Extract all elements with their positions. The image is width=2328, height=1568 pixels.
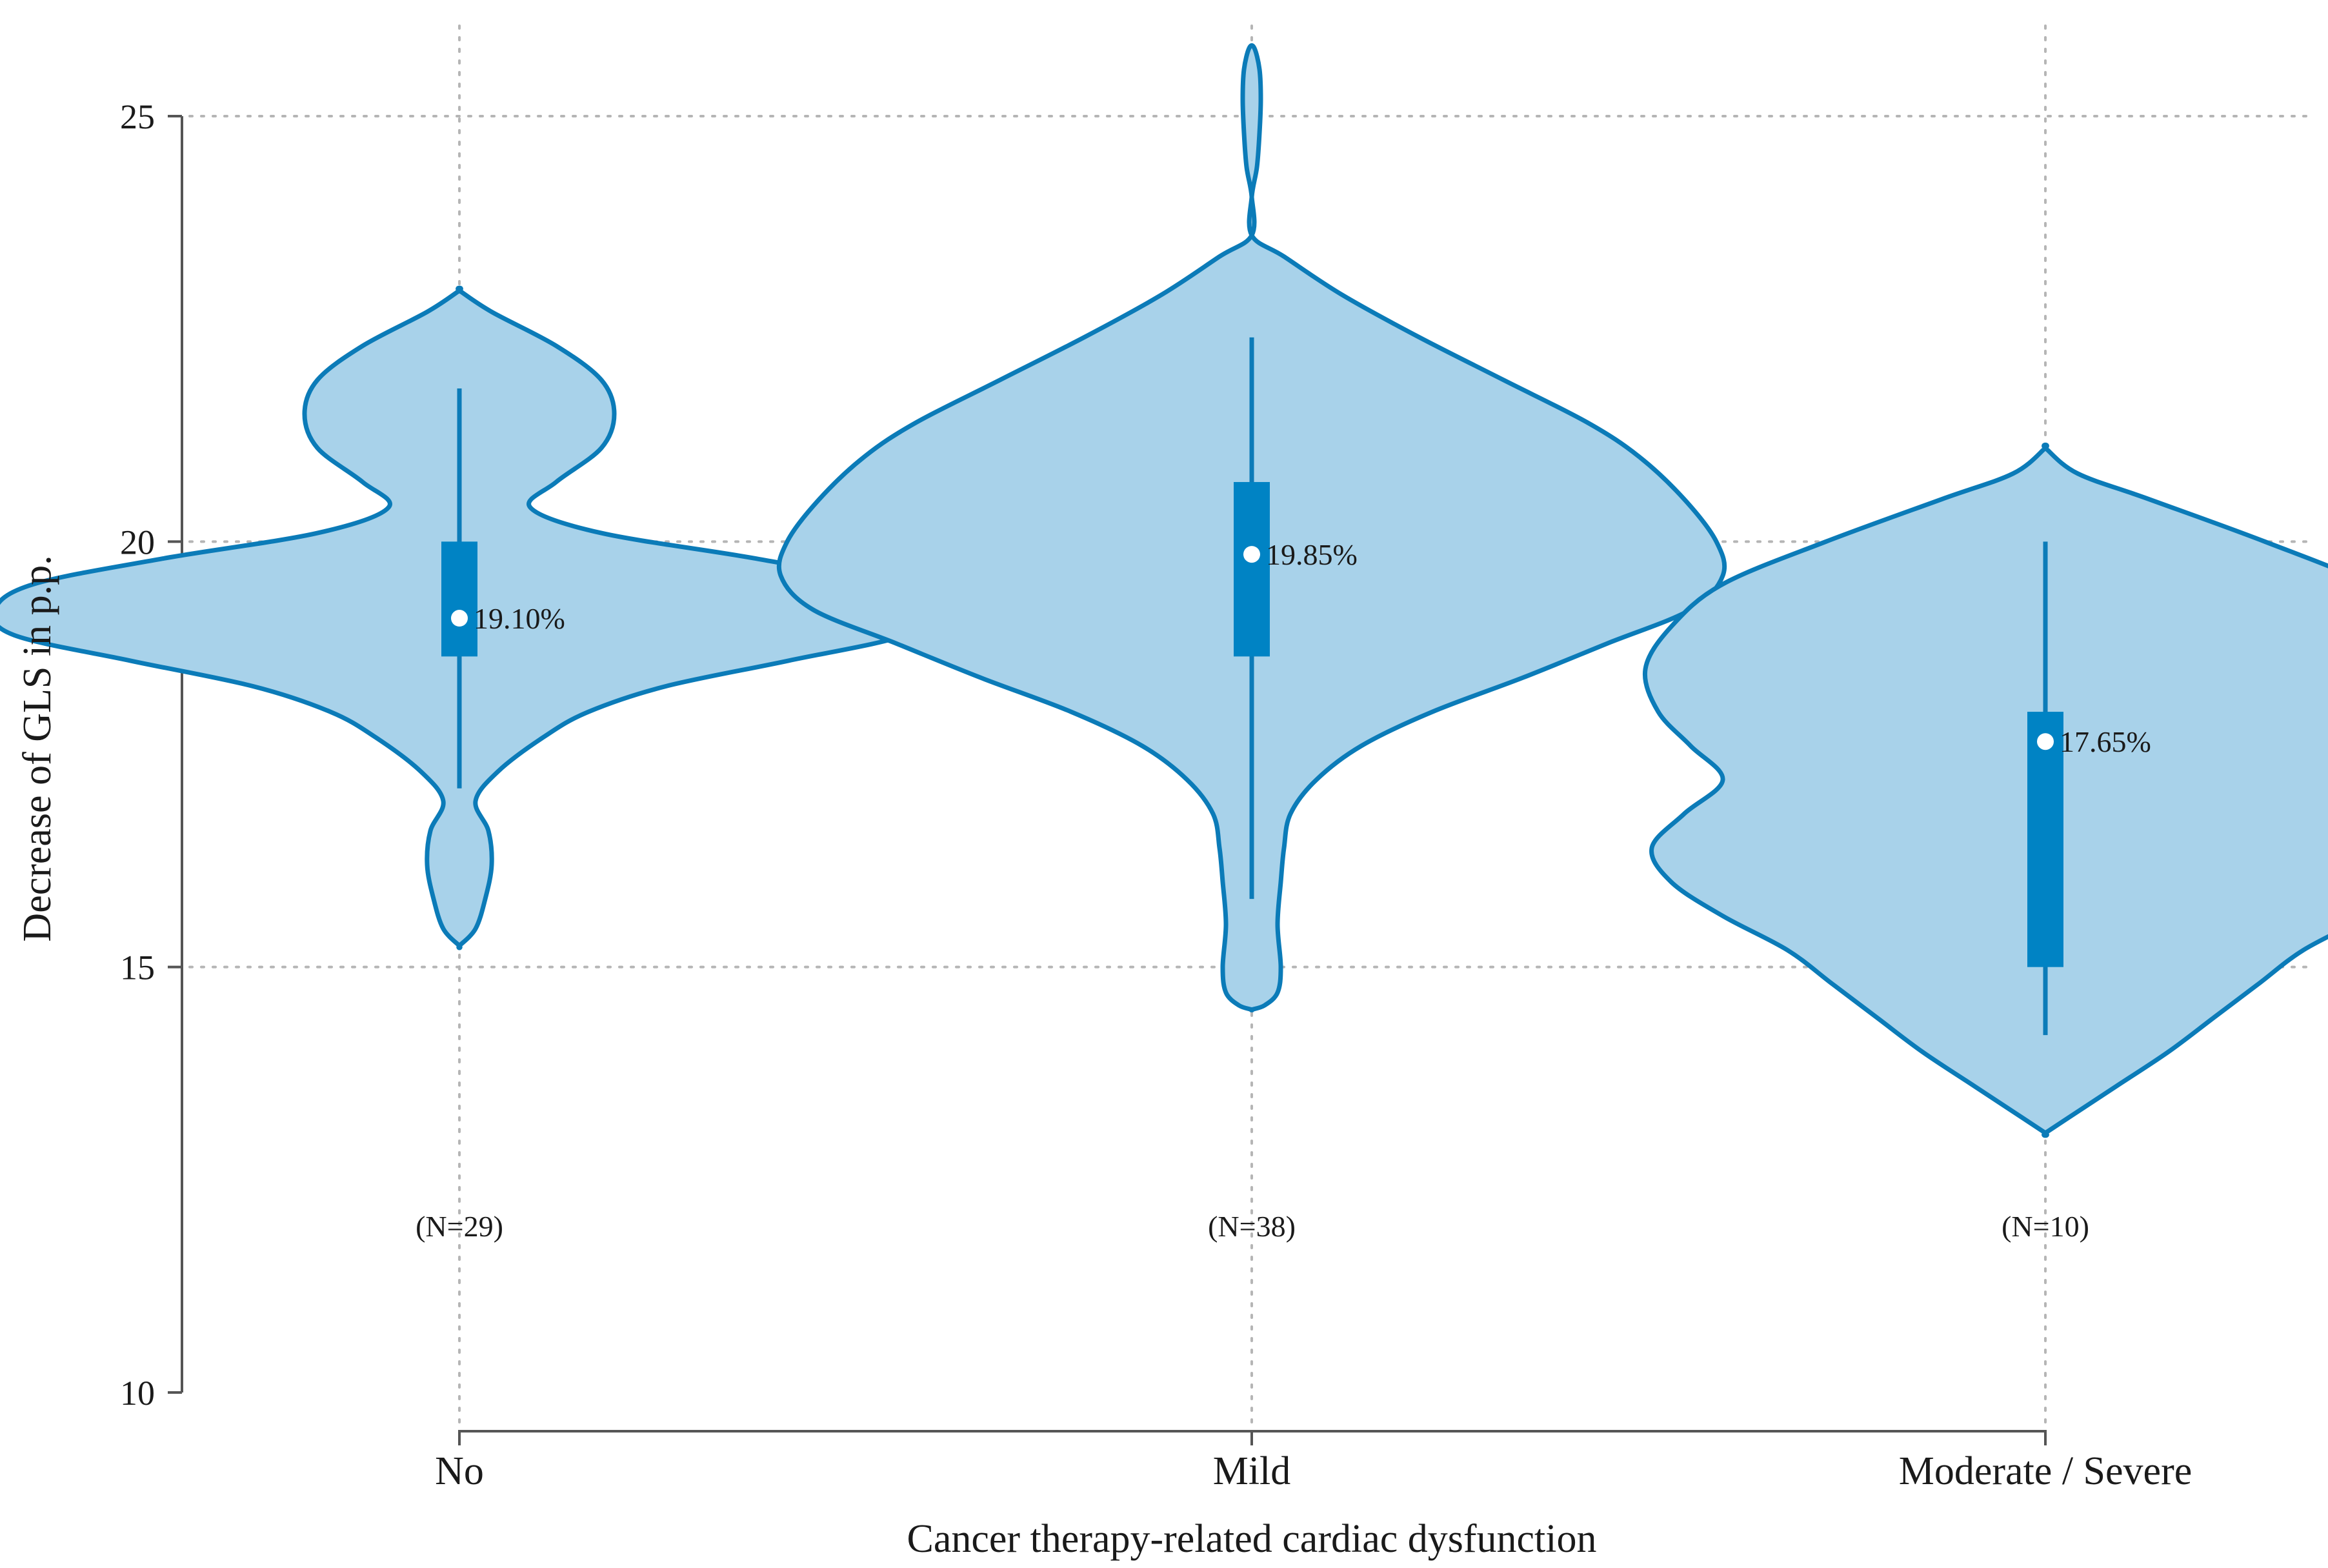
iqr-box-1 [1234, 482, 1270, 657]
iqr-box-2 [2027, 712, 2063, 967]
median-dot-0 [451, 610, 468, 627]
y-tick-label-10: 10 [120, 1374, 155, 1412]
x-axis-title: Cancer therapy-related cardiac dysfuncti… [907, 1517, 1597, 1561]
x-tick-label-0: No [435, 1449, 484, 1493]
axes-layer: 10 15 20 25 No Mild Moderate / Severe [120, 97, 2192, 1493]
x-tick-label-1: Mild [1213, 1449, 1291, 1493]
violin-2 [1642, 442, 2328, 1138]
median-dot-1 [1243, 546, 1260, 563]
n-label-1: (N=38) [1208, 1210, 1296, 1243]
y-axis-title: Decrease of GLS in p.p. [15, 555, 59, 941]
violin-layer [0, 43, 2328, 1138]
median-dot-2 [2037, 733, 2054, 750]
y-tick-label-15: 15 [120, 949, 155, 987]
median-label-0: 19.10% [474, 602, 565, 635]
iqr-box-0 [441, 541, 477, 657]
n-label-2: (N=10) [2002, 1210, 2089, 1243]
y-tick-label-25: 25 [120, 97, 155, 136]
label-layer: 19.10% (N=29) 19.85% (N=38) 17.65% (N=10) [416, 538, 2151, 1243]
x-tick-label-2: Moderate / Severe [1899, 1449, 2192, 1493]
y-tick-label-20: 20 [120, 523, 155, 561]
median-label-2: 17.65% [2060, 725, 2151, 758]
median-label-1: 19.85% [1266, 538, 1358, 571]
n-label-0: (N=29) [416, 1210, 503, 1243]
